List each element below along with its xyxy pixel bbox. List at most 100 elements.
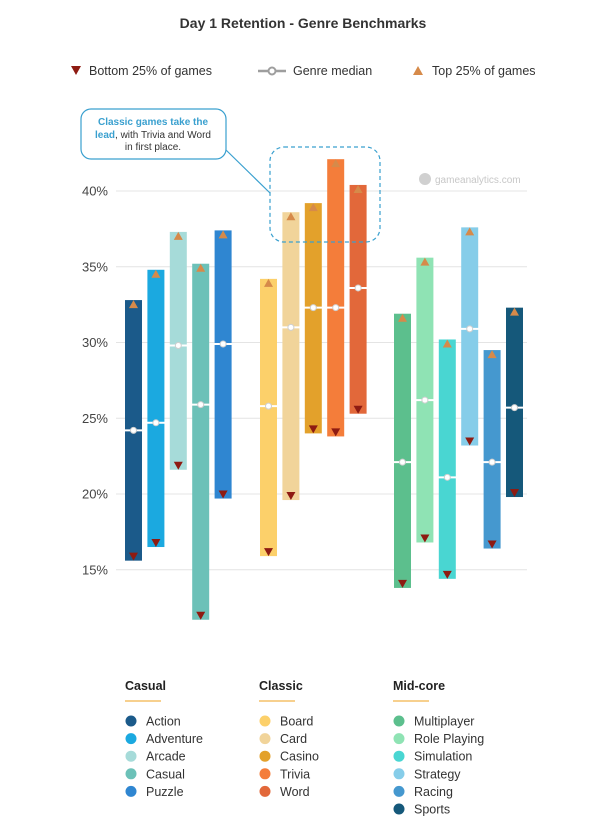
watermark-text: gameanalytics.com bbox=[435, 175, 521, 186]
bars bbox=[124, 159, 524, 620]
bottom-marker bbox=[218, 490, 228, 499]
bar-arcade bbox=[169, 231, 187, 470]
legend-item-label: Role Playing bbox=[414, 732, 484, 746]
bar-simulation bbox=[438, 339, 456, 579]
bottom-marker bbox=[331, 428, 341, 437]
median-dot bbox=[152, 419, 160, 427]
bottom-marker bbox=[420, 534, 430, 543]
median-dot bbox=[130, 426, 137, 434]
bar-sports bbox=[506, 307, 523, 498]
median-dot-legend-icon bbox=[267, 66, 277, 76]
bar-card bbox=[282, 212, 300, 501]
bottom-marker bbox=[442, 570, 452, 579]
highlight-box bbox=[269, 146, 381, 243]
bar-strategy bbox=[461, 227, 479, 446]
callout-connector bbox=[225, 149, 271, 194]
top-marker bbox=[196, 263, 206, 272]
bar-casual bbox=[192, 263, 210, 620]
legend-top-label: Top 25% of games bbox=[432, 64, 536, 78]
y-tick-label: 40% bbox=[82, 184, 108, 199]
top-marker bbox=[398, 313, 407, 322]
bar-racing bbox=[483, 350, 501, 549]
watermark: gameanalytics.com bbox=[419, 173, 521, 186]
legend-swatch bbox=[125, 715, 137, 727]
legend-item-label: Racing bbox=[414, 785, 453, 799]
bar-puzzle bbox=[214, 230, 232, 499]
median-dot bbox=[174, 342, 182, 350]
bottom-marker bbox=[264, 548, 273, 557]
legend-swatch bbox=[125, 750, 137, 762]
median-dot bbox=[265, 402, 272, 410]
callout-highlight: Classic games take the bbox=[98, 117, 208, 128]
group-title: Casual bbox=[125, 679, 166, 693]
legend-swatch bbox=[393, 785, 405, 797]
bar-word bbox=[349, 184, 367, 414]
callout-highlight-end: lead bbox=[95, 130, 115, 141]
callout-line-3: in first place. bbox=[125, 142, 181, 153]
legend-swatch bbox=[393, 750, 405, 762]
bottom-marker bbox=[151, 539, 161, 548]
median-dot bbox=[421, 396, 429, 404]
gameanalytics-logo-icon bbox=[419, 173, 431, 185]
top-marker bbox=[151, 269, 161, 278]
bottom-marker bbox=[173, 461, 183, 470]
median-dot bbox=[466, 325, 474, 333]
bottom-marker-legend-icon bbox=[71, 66, 81, 75]
top-marker bbox=[308, 203, 318, 212]
group-title: Classic bbox=[259, 679, 303, 693]
top-marker bbox=[510, 307, 519, 316]
legend-swatch bbox=[259, 768, 271, 780]
legend-swatch bbox=[393, 715, 405, 727]
legend-item-label: Strategy bbox=[414, 767, 461, 781]
legend-item-label: Simulation bbox=[414, 750, 472, 764]
legend-item-label: Board bbox=[280, 715, 313, 729]
legend-item-label: Sports bbox=[414, 803, 450, 817]
median-dot bbox=[354, 284, 362, 292]
legend-swatch bbox=[393, 768, 405, 780]
top-marker bbox=[465, 227, 475, 236]
annotation-callout: Classic games take the in first place. l… bbox=[80, 108, 271, 194]
callout-line-2: lead, with Trivia and Word bbox=[95, 130, 211, 141]
legend-item-label: Casual bbox=[146, 767, 185, 781]
bottom-marker bbox=[129, 552, 138, 561]
y-tick-label: 20% bbox=[82, 487, 108, 502]
legend-item-label: Multiplayer bbox=[414, 715, 474, 729]
bottom-marker bbox=[398, 579, 407, 588]
bottom-marker bbox=[465, 437, 475, 446]
bar-board bbox=[260, 278, 277, 557]
bar-casino bbox=[304, 203, 322, 434]
legend: Bottom 25% of games Genre median Top 25%… bbox=[71, 64, 536, 78]
median-dot bbox=[332, 304, 340, 312]
legend-swatch bbox=[259, 785, 271, 797]
median-dot bbox=[309, 304, 317, 312]
bar-adventure bbox=[147, 269, 165, 548]
top-marker bbox=[331, 159, 341, 168]
legend-swatch bbox=[125, 733, 137, 745]
group-title: Mid-core bbox=[393, 679, 445, 693]
legend-item-label: Arcade bbox=[146, 750, 186, 764]
callout-box bbox=[80, 108, 227, 160]
legend-swatch bbox=[393, 803, 405, 815]
top-marker-legend-icon bbox=[413, 66, 423, 75]
top-marker bbox=[286, 212, 296, 221]
legend-swatch bbox=[259, 750, 271, 762]
top-marker bbox=[264, 278, 273, 287]
top-marker bbox=[487, 350, 497, 359]
median-dot bbox=[399, 458, 406, 466]
median-dot bbox=[443, 473, 451, 481]
y-tick-label: 25% bbox=[82, 411, 108, 426]
bottom-marker bbox=[487, 540, 497, 549]
legend-swatch bbox=[125, 768, 137, 780]
top-marker bbox=[353, 184, 363, 193]
legend-item-label: Word bbox=[280, 785, 310, 799]
median-dot bbox=[197, 401, 205, 409]
legend-item-label: Action bbox=[146, 715, 181, 729]
median-dot bbox=[488, 458, 496, 466]
legend-median-label: Genre median bbox=[293, 64, 372, 78]
y-tick-label: 15% bbox=[82, 562, 108, 577]
legend-item-label: Casino bbox=[280, 750, 319, 764]
top-marker bbox=[173, 231, 183, 240]
median-dot bbox=[219, 340, 227, 348]
legend-swatch bbox=[259, 715, 271, 727]
